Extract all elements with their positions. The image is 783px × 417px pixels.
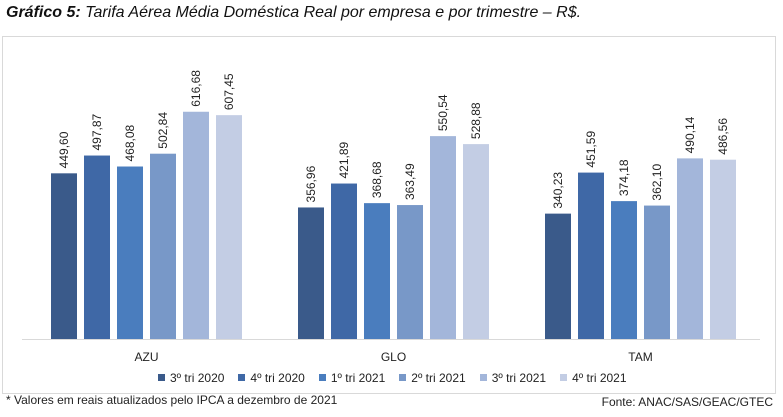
legend-item: 3º tri 2020 — [158, 371, 224, 385]
data-label: 340,23 — [551, 172, 565, 209]
legend-swatch — [158, 374, 165, 381]
data-label: 363,49 — [403, 163, 417, 200]
data-label: 374,18 — [617, 159, 631, 196]
bar-tam-2 — [578, 172, 604, 339]
bar-tam-4 — [644, 205, 670, 339]
legend-label: 4º tri 2020 — [250, 371, 305, 385]
bar-tam-1 — [545, 213, 571, 339]
data-label: 490,14 — [683, 116, 697, 153]
legend-swatch — [479, 374, 487, 381]
bar-glo-3 — [364, 203, 390, 339]
chart-title-text: Tarifa Aérea Média Doméstica Real por em… — [80, 4, 582, 21]
legend-swatch — [399, 374, 407, 381]
legend-item: 4º tri 2020 — [238, 371, 305, 385]
category-label: TAM — [628, 350, 652, 364]
bar-glo-6 — [463, 144, 489, 339]
legend-item: 3º tri 2021 — [479, 371, 547, 385]
legend-swatch — [318, 374, 326, 381]
bar-tam-6 — [710, 159, 736, 339]
legend-label: 4º tri 2021 — [572, 371, 627, 385]
legend-label: 1º tri 2021 — [330, 371, 386, 385]
bar-azu-6 — [216, 115, 242, 339]
data-label: 528,88 — [469, 102, 483, 139]
category-label: GLO — [381, 350, 406, 364]
data-label: 550,54 — [436, 94, 450, 131]
bar-glo-5 — [430, 136, 456, 339]
bar-azu-5 — [183, 111, 209, 339]
legend-item: 1º tri 2021 — [318, 371, 386, 385]
chart-title-prefix: Gráfico 5: — [6, 4, 81, 21]
legend-label: 2º tri 2021 — [411, 371, 466, 385]
footnote: * Valores em reais atualizados pelo IPCA… — [6, 393, 338, 407]
bar-tam-3 — [611, 201, 637, 339]
chart-frame — [2, 36, 776, 394]
legend: 3º tri 2020 4º tri 2020 1º tri 2021 2º tri … — [158, 371, 641, 385]
data-label: 607,45 — [222, 73, 236, 110]
bar-azu-2 — [84, 155, 110, 339]
data-label: 468,08 — [123, 124, 137, 161]
data-label: 502,84 — [156, 112, 170, 149]
legend-swatch — [560, 374, 568, 381]
bar-tam-5 — [677, 158, 703, 339]
legend-item: 2º tri 2021 — [399, 371, 466, 385]
data-label: 362,10 — [650, 164, 664, 201]
category-label: AZU — [135, 350, 159, 364]
data-label: 368,68 — [370, 161, 384, 198]
bar-glo-1 — [298, 207, 324, 339]
legend-swatch — [238, 374, 246, 381]
chart-title: Gráfico 5: Tarifa Aérea Média Doméstica … — [6, 4, 581, 22]
data-label: 449,60 — [57, 131, 71, 168]
data-label: 421,89 — [337, 142, 351, 179]
data-label: 451,59 — [584, 131, 598, 168]
data-label: 356,96 — [304, 165, 318, 202]
bar-azu-3 — [117, 166, 143, 339]
data-label: 497,87 — [90, 114, 104, 151]
bar-azu-4 — [150, 153, 176, 339]
bar-azu-1 — [51, 173, 77, 339]
data-label: 616,68 — [189, 70, 203, 107]
legend-label: 3º tri 2020 — [170, 371, 225, 385]
legend-label: 3º tri 2021 — [491, 371, 547, 385]
source-note: Fonte: ANAC/SAS/GEAC/GTEC — [601, 395, 773, 409]
legend-item: 4º tri 2021 — [560, 371, 627, 385]
bar-glo-4 — [397, 205, 423, 339]
bar-glo-2 — [331, 183, 357, 339]
data-label: 486,56 — [716, 118, 730, 155]
